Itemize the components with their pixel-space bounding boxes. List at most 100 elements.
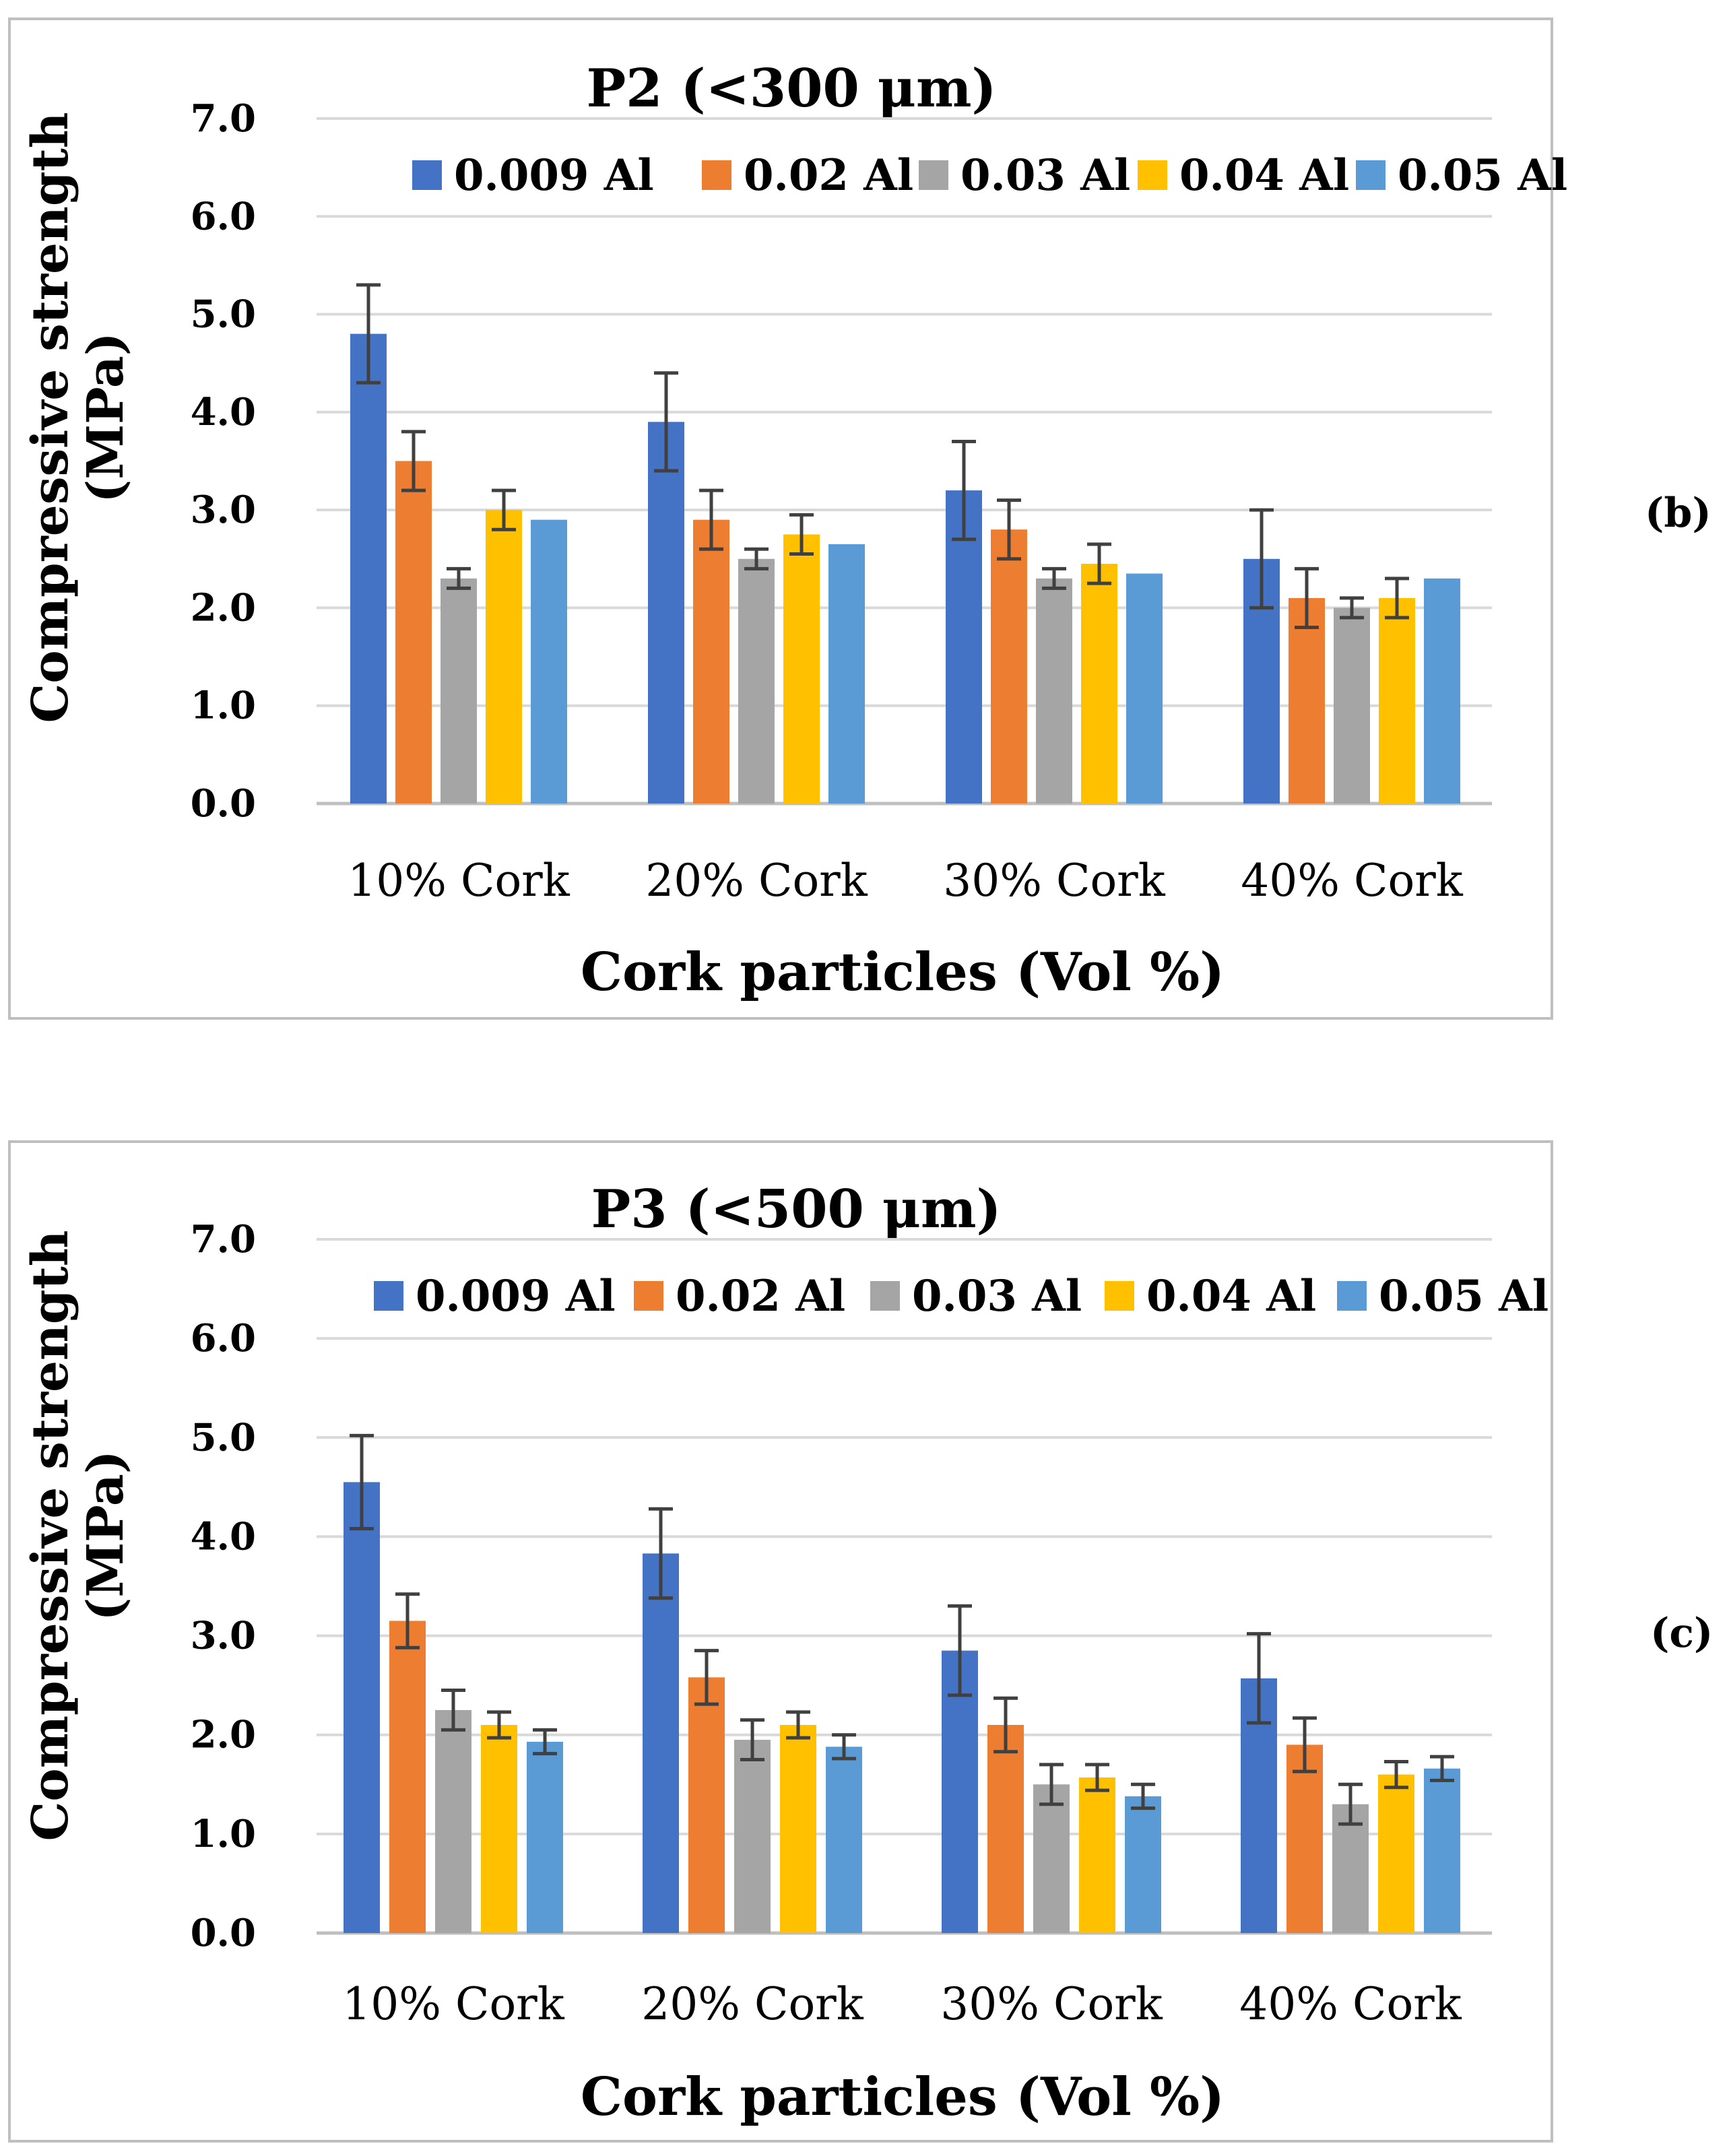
chart-p3: 0.0 1.0 2.0 3.0 4.0 5.0 6.0 7.0 10% Cork 20% Cor… — [8, 1140, 1553, 2143]
bar-0-02-al — [987, 1725, 1024, 1933]
bar-0-02-al — [1289, 597, 1325, 804]
bar-0-05-al — [1424, 1768, 1460, 1933]
bar-0-05-al — [527, 1742, 563, 1933]
x-tick-label: 40% Cork — [1241, 855, 1463, 907]
bar-0-04-al — [780, 1725, 816, 1933]
y-tick-label: 6.0 — [191, 1316, 256, 1361]
bar-0-009-al — [643, 1553, 679, 1933]
legend-swatch — [1138, 160, 1167, 190]
legend-swatch — [374, 1281, 403, 1311]
y-axis-label-line1: Compressive strength — [22, 1230, 79, 1841]
y-tick-label: 2.0 — [191, 585, 256, 630]
bar-0-009-al — [946, 490, 982, 804]
bar-0-05-al — [826, 1746, 862, 1933]
y-tick-label: 1.0 — [191, 1812, 256, 1856]
legend-entry: 0.04 Al — [1179, 150, 1349, 201]
bar-0-03-al — [441, 578, 477, 804]
x-tick-label: 10% Cork — [348, 855, 570, 907]
chart-title: P3 (<500 μm) — [591, 1179, 1002, 1240]
legend-swatch — [412, 160, 442, 190]
legend-swatch — [1356, 160, 1386, 190]
y-tick-label: 0.0 — [191, 781, 256, 826]
bar-0-05-al — [828, 544, 865, 804]
bar-0-03-al — [1033, 1784, 1070, 1933]
y-axis-label-line2: (MPa) — [77, 332, 135, 503]
bar-0-05-al — [1126, 573, 1163, 804]
bar-0-04-al — [486, 510, 522, 804]
legend-entry: 0.03 Al — [960, 150, 1130, 201]
legend-entry: 0.009 Al — [454, 150, 654, 201]
y-axis-ticks: 0.0 1.0 2.0 3.0 4.0 5.0 6.0 7.0 — [191, 96, 256, 826]
bar-0-05-al — [1125, 1796, 1161, 1933]
y-tick-label: 3.0 — [191, 1614, 256, 1658]
legend-swatch — [1105, 1281, 1134, 1311]
y-tick-label: 2.0 — [191, 1713, 256, 1757]
bar-0-03-al — [1334, 608, 1370, 804]
legend-swatch — [702, 160, 731, 190]
x-tick-label: 40% Cork — [1239, 1978, 1462, 2030]
bar-0-04-al — [481, 1725, 517, 1933]
x-tick-label: 10% Cork — [342, 1978, 564, 2030]
legend-entry: 0.03 Al — [912, 1271, 1082, 1321]
y-tick-label: 1.0 — [191, 684, 256, 728]
y-axis-label-line1: Compressive strength — [22, 112, 79, 723]
bars — [344, 1482, 1460, 1933]
legend-swatch — [919, 160, 948, 190]
bar-0-02-al — [389, 1621, 426, 1933]
y-tick-label: 5.0 — [191, 292, 256, 337]
bar-0-03-al — [435, 1709, 471, 1933]
y-tick-label: 7.0 — [191, 1217, 256, 1262]
legend-entry: 0.05 Al — [1398, 150, 1567, 201]
legend-entry: 0.02 Al — [676, 1271, 845, 1321]
bar-0-05-al — [531, 519, 567, 804]
bar-0-04-al — [1378, 1774, 1414, 1933]
chart-frame — [8, 18, 1553, 1020]
legend-entry: 0.02 Al — [744, 150, 913, 201]
legend-entry: 0.04 Al — [1146, 1271, 1316, 1321]
error-bars — [356, 283, 1409, 629]
bar-0-02-al — [991, 529, 1027, 804]
y-tick-label: 7.0 — [191, 96, 256, 141]
y-tick-label: 3.0 — [191, 488, 256, 532]
x-axis-label: Cork particles (Vol %) — [581, 2066, 1225, 2128]
bar-0-03-al — [1036, 578, 1072, 804]
x-tick-label: 30% Cork — [940, 1978, 1163, 2030]
y-axis-ticks: 0.0 1.0 2.0 3.0 4.0 5.0 6.0 7.0 — [191, 1217, 256, 1955]
legend-swatch — [870, 1281, 900, 1311]
y-axis-label-line2: (MPa) — [77, 1450, 135, 1621]
bar-0-009-al — [344, 1482, 380, 1933]
legend-entry: 0.009 Al — [416, 1271, 616, 1321]
y-tick-label: 5.0 — [191, 1415, 256, 1460]
y-tick-label: 0.0 — [191, 1911, 256, 1955]
x-axis-categories: 10% Cork 20% Cork 30% Cork 40% Cork — [342, 1978, 1462, 2030]
chart-p2: 0.0 1.0 2.0 3.0 4.0 5.0 6.0 7.0 10% Cork 20% Cor… — [8, 18, 1567, 1020]
y-tick-label: 4.0 — [191, 390, 256, 434]
x-tick-label: 20% Cork — [641, 1978, 864, 2030]
bar-0-04-al — [1379, 597, 1415, 804]
chart-title: P2 (<300 μm) — [587, 58, 997, 119]
x-axis-label: Cork particles (Vol %) — [581, 942, 1225, 1003]
bar-0-03-al — [734, 1740, 771, 1933]
bar-0-02-al — [1286, 1744, 1323, 1933]
x-axis-categories: 10% Cork 20% Cork 30% Cork 40% Cork — [348, 855, 1463, 907]
bar-0-009-al — [942, 1650, 978, 1933]
panel-label-b: (b) — [1645, 490, 1712, 537]
x-tick-label: 30% Cork — [943, 855, 1165, 907]
bar-0-04-al — [783, 534, 820, 804]
bar-0-009-al — [648, 422, 684, 804]
legend-swatch — [634, 1281, 663, 1311]
y-tick-label: 4.0 — [191, 1514, 256, 1559]
legend-entry: 0.05 Al — [1379, 1271, 1549, 1321]
legend: 0.009 Al 0.02 Al 0.03 Al 0.04 Al 0.05 Al — [412, 150, 1567, 201]
bar-0-02-al — [395, 461, 432, 804]
bar-0-04-al — [1079, 1777, 1115, 1933]
bar-0-05-al — [1424, 578, 1460, 804]
legend-swatch — [1337, 1281, 1367, 1311]
bar-0-04-al — [1081, 564, 1117, 804]
bar-0-009-al — [350, 333, 387, 804]
bar-0-02-al — [688, 1677, 725, 1933]
panel-label-c: (c) — [1650, 1610, 1713, 1657]
bar-0-03-al — [738, 558, 775, 804]
chart-frame — [8, 1140, 1553, 2143]
legend: 0.009 Al 0.02 Al 0.03 Al 0.04 Al 0.05 Al — [374, 1271, 1549, 1321]
